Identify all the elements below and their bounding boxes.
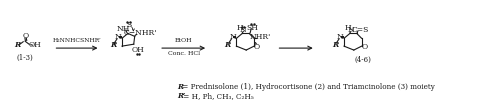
Text: = H, Ph, CH₃, C₂H₅: = H, Ph, CH₃, C₂H₅ [180,92,254,100]
Text: N: N [336,33,344,41]
Text: Conc. HCl: Conc. HCl [168,51,200,56]
Text: NH: NH [116,25,130,33]
Text: S: S [126,21,132,29]
Text: N: N [114,33,121,41]
Text: R: R [332,41,338,49]
Text: H: H [237,24,244,32]
Text: NHR': NHR' [250,33,270,41]
Text: C−NHR': C−NHR' [124,29,158,37]
Text: (1-3): (1-3) [17,54,34,62]
Text: R’: R’ [177,92,185,100]
Text: OH: OH [28,41,42,49]
FancyArrowPatch shape [255,42,257,45]
Text: (4-6): (4-6) [354,56,371,64]
Text: O: O [362,43,368,51]
Text: O: O [254,43,260,51]
Text: EtOH: EtOH [175,38,192,43]
Text: OH: OH [132,46,144,54]
FancyArrowPatch shape [132,27,134,31]
Text: H: H [344,24,352,32]
Text: SH: SH [246,24,258,32]
Text: O: O [23,32,29,40]
Text: R: R [177,83,183,91]
Text: R: R [110,41,116,49]
Text: N: N [229,33,236,41]
Text: C=S: C=S [352,26,370,33]
Text: N: N [348,26,354,34]
Text: = Prednisolone (1), Hydrocortisone (2) and Triamcinolone (3) moiety: = Prednisolone (1), Hydrocortisone (2) a… [180,83,434,91]
Text: R: R [14,41,20,49]
Text: R: R [224,41,231,49]
Text: H₂NNHCSNHR’: H₂NNHCSNHR’ [52,38,102,43]
Text: N: N [240,26,246,34]
